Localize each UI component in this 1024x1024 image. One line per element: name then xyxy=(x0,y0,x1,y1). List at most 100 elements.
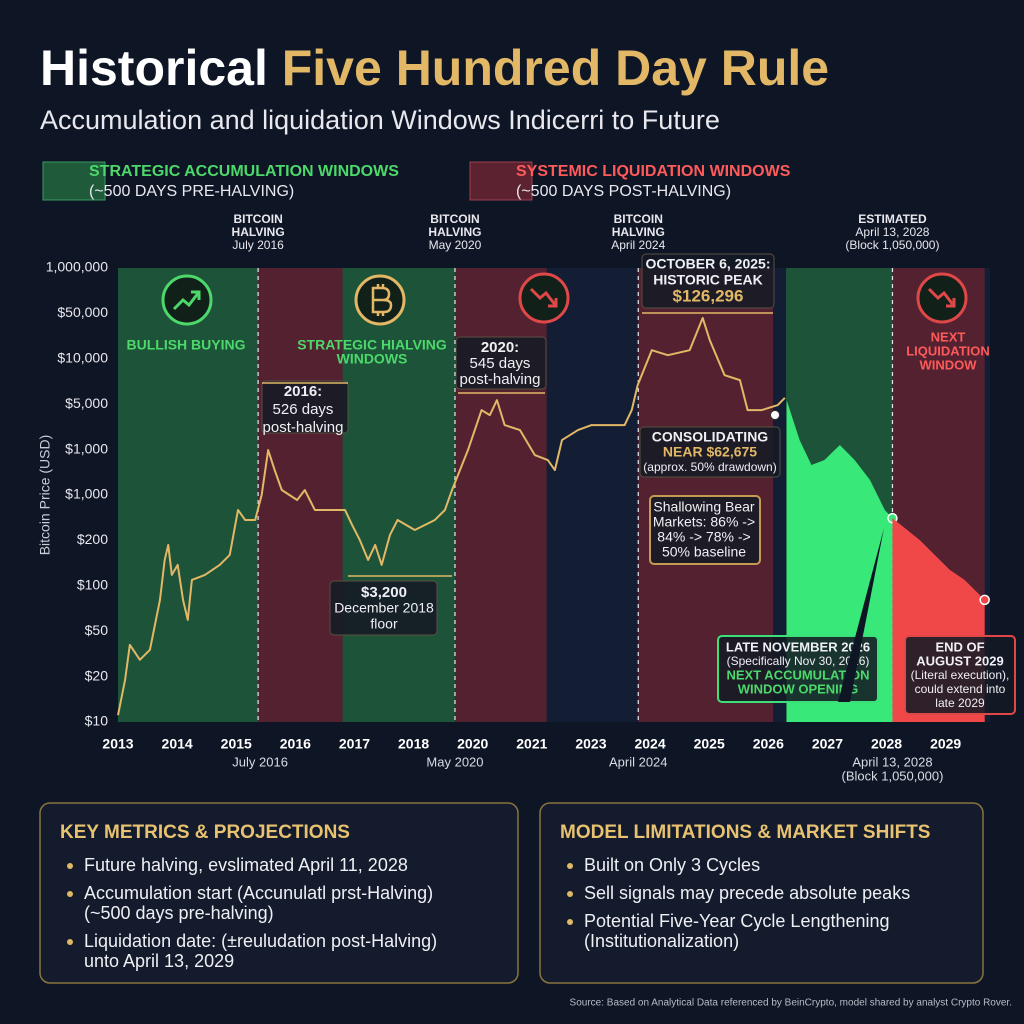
annotation-text: END OF xyxy=(935,639,984,654)
icon-ring xyxy=(916,272,968,324)
y-tick-label: $50,000 xyxy=(57,304,108,320)
bullet-text: Potential Five-Year Cycle Lengthening xyxy=(584,911,890,931)
x-tick-label: 2021 xyxy=(516,736,547,752)
y-tick-label: $200 xyxy=(77,531,108,547)
annotation-text: late 2029 xyxy=(935,696,985,710)
annotation-text: LATE NOVEMBER 2026 xyxy=(726,639,870,654)
window-region xyxy=(118,268,259,722)
annotation-text: 2016: xyxy=(284,383,322,400)
annotation-text: could extend into xyxy=(915,682,1006,696)
icon-arrow xyxy=(172,290,201,311)
annotation-box xyxy=(329,580,438,636)
annotation-text: post-halving xyxy=(460,371,541,388)
y-axis-label: Bitcoin Price (USD) xyxy=(37,435,53,556)
callout-pointer xyxy=(838,528,884,702)
x-tick-label: 2025 xyxy=(694,736,725,752)
halving-label: BITCOIN xyxy=(430,212,479,226)
window-region xyxy=(454,268,547,722)
annotation-text: WINDOW xyxy=(919,357,977,372)
annotation-text: Shallowing Bear xyxy=(653,499,755,515)
bullet-text: Liquidation date: (±reuludation post-Hal… xyxy=(84,931,437,951)
annotation-text: STRATEGIC HIALVING xyxy=(297,337,447,353)
halving-label: April 13, 2028 xyxy=(855,225,929,239)
annotation-box xyxy=(455,336,547,390)
halving-label: July 2016 xyxy=(232,238,284,252)
halving-label: April 2024 xyxy=(611,238,665,252)
annotation-text: CONSOLIDATING xyxy=(652,429,769,445)
halving-date: April 2024 xyxy=(609,754,668,769)
y-tick-label: $20 xyxy=(85,667,109,683)
bullet-text: Sell signals may precede absolute peaks xyxy=(584,883,910,903)
price-line xyxy=(117,316,786,716)
panel-title: KEY METRICS & PROJECTIONS xyxy=(60,822,350,843)
icon-arrow xyxy=(927,287,956,308)
annotation-box xyxy=(639,426,781,478)
bullet-text: Built on Only 3 Cycles xyxy=(584,855,760,875)
bullet-text: Accumulation start (Accunulatl prst-Halv… xyxy=(84,883,433,903)
annotation-text: AUGUST 2029 xyxy=(916,653,1003,668)
title: Historical Five Hundred Day Rule xyxy=(40,40,829,96)
annotation-text: 84% -> 78% -> xyxy=(657,529,750,545)
annotation-text: Markets: 86% -> xyxy=(653,514,755,530)
y-tick-label: $5,000 xyxy=(65,395,108,411)
annotation-text: NEXT ACCUMULATION xyxy=(727,667,870,682)
halving-date: (Block 1,050,000) xyxy=(842,768,944,783)
halving-label: BITCOIN xyxy=(233,212,282,226)
bullet-text: (Institutionalization) xyxy=(584,931,739,951)
icon-arrow xyxy=(529,287,558,308)
y-tick-label: $50 xyxy=(85,622,109,638)
x-tick-label: 2015 xyxy=(221,736,252,752)
bullet-text: unto April 13, 2029 xyxy=(84,951,234,971)
annotation-text: OCTOBER 6, 2025: xyxy=(645,256,770,272)
annotation-text: $126,296 xyxy=(673,286,744,305)
x-tick-label: 2014 xyxy=(162,736,193,752)
panel xyxy=(539,802,984,984)
annotation-text: post-halving xyxy=(263,419,344,436)
y-tick-label: $1,000 xyxy=(65,440,108,456)
bullet-dot xyxy=(67,863,73,869)
halving-label: (Block 1,050,000) xyxy=(845,238,939,252)
annotation-text: NEXT xyxy=(931,329,966,344)
halving-date: May 2020 xyxy=(426,754,483,769)
title-part: Historical xyxy=(40,40,282,96)
x-tick-label: 2013 xyxy=(102,736,133,752)
annotation-text: 545 days xyxy=(470,355,531,372)
legend-swatch xyxy=(42,161,106,201)
panel-title: MODEL LIMITATIONS & MARKET SHIFTS xyxy=(560,822,930,843)
annotation-text: 2020: xyxy=(481,339,519,356)
x-tick-label: 2023 xyxy=(575,736,606,752)
window-region xyxy=(342,268,455,722)
x-tick-label: 2018 xyxy=(398,736,429,752)
annotation-text: WINDOWS xyxy=(337,351,408,367)
y-tick-label: $1,000 xyxy=(65,486,108,502)
halving-date: July 2016 xyxy=(232,754,288,769)
icon-coin xyxy=(371,284,393,316)
bullet-dot xyxy=(567,863,573,869)
bullet-dot xyxy=(567,919,573,925)
annotation-text: 526 days xyxy=(273,401,334,418)
halving-label: HALVING xyxy=(612,225,665,239)
annotation-box xyxy=(904,635,1016,715)
icon-ring xyxy=(161,274,213,326)
annotation-text: (Literal execution), xyxy=(911,668,1010,682)
y-tick-label: $100 xyxy=(77,577,108,593)
y-tick-label: $10 xyxy=(85,713,109,729)
legend-note: (~500 DAYS PRE-HALVING) xyxy=(89,183,294,200)
annotation-box xyxy=(649,495,761,565)
legend-title: STRATEGIC ACCUMULATION WINDOWS xyxy=(89,163,399,180)
bullet-dot xyxy=(67,939,73,945)
annotation-text: (Specifically Nov 30, 2026) xyxy=(727,654,870,668)
bullet-text: Future halving, evslimated April 11, 202… xyxy=(84,855,408,875)
x-tick-label: 2026 xyxy=(753,736,784,752)
annotation-box xyxy=(261,380,349,434)
halving-label: May 2020 xyxy=(429,238,482,252)
annotation-text: LIQUIDATION xyxy=(906,343,990,358)
annotation-text: $3,200 xyxy=(361,584,407,601)
projection-end xyxy=(979,594,990,606)
legend-swatch xyxy=(469,161,533,201)
bullet-dot xyxy=(567,891,573,897)
annotation-text: 50% baseline xyxy=(662,544,746,560)
x-tick-label: 2029 xyxy=(930,736,961,752)
legend-title: SYSTEMIC LIQUIDATION WINDOWS xyxy=(516,163,791,180)
halving-label: HALVING xyxy=(232,225,285,239)
